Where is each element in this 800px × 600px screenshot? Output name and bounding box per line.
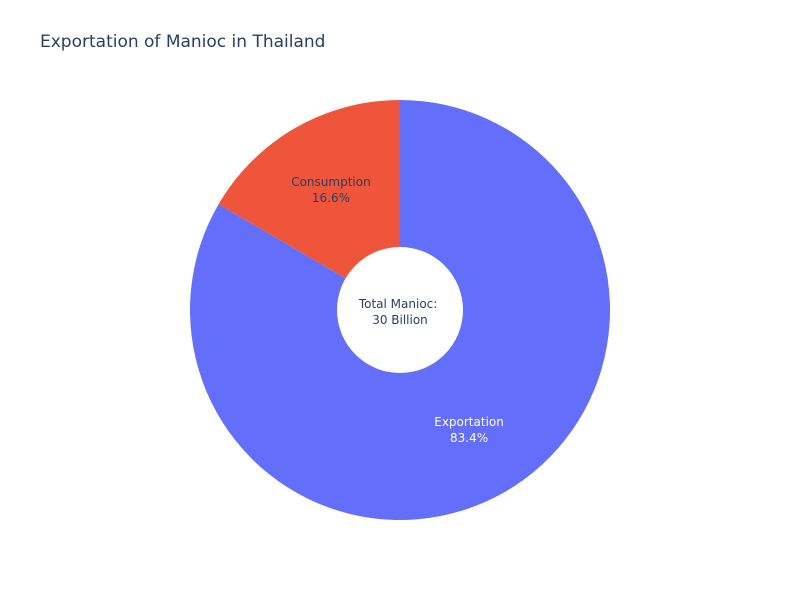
slice-label-consumption: Consumption 16.6% [291, 175, 370, 205]
slice-labels-group: Exportation 83.4% Consumption 16.6% [291, 175, 504, 445]
slice-label-exportation: Exportation 83.4% [434, 415, 504, 445]
slice-consumption [218, 100, 400, 310]
slice-name: Consumption [291, 175, 370, 189]
donut-hole [337, 247, 463, 373]
slice-name: Exportation [434, 415, 504, 429]
chart-title: Exportation of Manioc in Thailand [40, 32, 326, 52]
center-label: Total Manioc: 30 Billion [358, 297, 441, 327]
center-label-line-1: Total Manioc: [358, 297, 437, 311]
center-label-line-2: 30 Billion [372, 313, 428, 327]
slice-percent: 16.6% [312, 191, 350, 205]
slice-percent: 83.4% [450, 431, 488, 445]
